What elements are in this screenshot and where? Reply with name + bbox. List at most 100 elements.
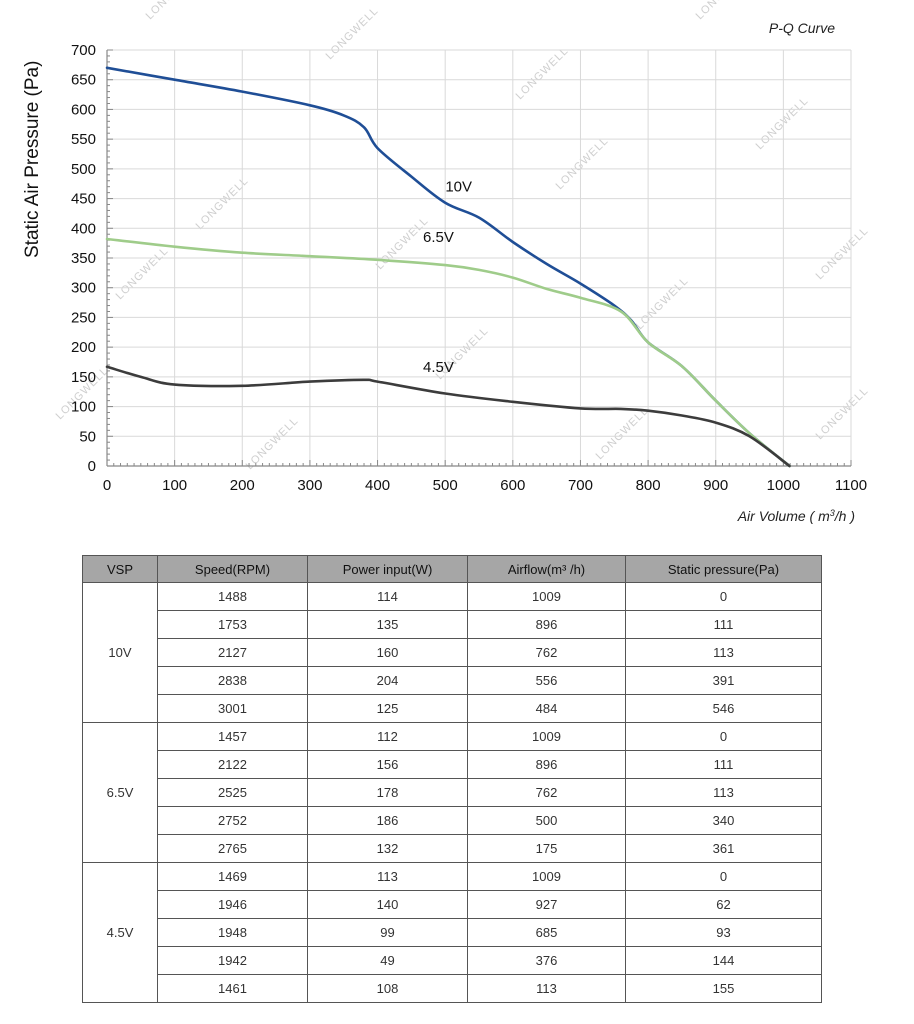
series-label-4-5V: 4.5V	[423, 359, 454, 376]
table-row: 2122 156 896 111	[83, 750, 822, 779]
table-row: 2752 186 500 340	[83, 806, 822, 835]
speed-cell: 1948	[157, 918, 308, 947]
watermark-text: LONGWELL	[694, 0, 751, 22]
y-tick-label: 450	[71, 191, 96, 208]
chart-axes	[106, 49, 852, 467]
static-pressure-cell: 0	[625, 582, 822, 611]
series-line-6-5V	[105, 237, 791, 468]
y-tick-label: 650	[71, 72, 96, 89]
airflow-cell: 1009	[467, 582, 626, 611]
power-cell: 178	[307, 778, 468, 807]
speed-cell: 2752	[157, 806, 308, 835]
airflow-cell: 896	[467, 610, 626, 639]
x-tick-label: 0	[103, 477, 111, 494]
power-cell: 135	[307, 610, 468, 639]
speed-cell: 1488	[157, 582, 308, 611]
airflow-cell: 762	[467, 778, 626, 807]
x-tick-label: 100	[162, 477, 187, 494]
x-tick-label: 300	[297, 477, 322, 494]
table-row: 1753 135 896 111	[83, 610, 822, 639]
x-tick-label: 500	[433, 477, 458, 494]
power-cell: 113	[307, 862, 468, 891]
power-cell: 108	[307, 974, 468, 1003]
table-row: 2525 178 762 113	[83, 778, 822, 807]
airflow-cell: 500	[467, 806, 626, 835]
power-cell: 112	[307, 722, 468, 751]
speed-cell: 3001	[157, 694, 308, 723]
table-row: 1948 99 685 93	[83, 918, 822, 947]
table-row: 1946 140 927 62	[83, 890, 822, 919]
series-labels: 10V 6.5V 4.5V	[423, 178, 472, 376]
y-tick-label: 700	[71, 42, 96, 59]
static-pressure-cell: 155	[625, 974, 822, 1003]
speed-cell: 1946	[157, 890, 308, 919]
static-pressure-cell: 113	[625, 778, 822, 807]
airflow-cell: 484	[467, 694, 626, 723]
static-pressure-cell: 340	[625, 806, 822, 835]
airflow-cell: 1009	[467, 722, 626, 751]
table-row: 1461 108 113 155	[83, 974, 822, 1003]
header-static-pressure: Static pressure(Pa)	[625, 555, 822, 583]
table-row: 10V 1488 114 1009 0	[82, 582, 822, 723]
header-speed: Speed(RPM)	[157, 555, 308, 583]
x-tick-label: 1100	[835, 477, 867, 494]
watermark-text: LONGWELL	[594, 405, 651, 462]
x-tick-label: 600	[500, 477, 525, 494]
watermark-text: LONGWELL	[114, 245, 171, 302]
x-tick-label: 900	[703, 477, 728, 494]
series-lines	[105, 66, 791, 468]
static-pressure-cell: 391	[625, 666, 822, 695]
chart-title: P-Q Curve	[769, 20, 835, 36]
static-pressure-cell: 0	[625, 722, 822, 751]
x-tick-label: 400	[365, 477, 390, 494]
static-pressure-cell: 144	[625, 946, 822, 975]
watermark-text: LONGWELL	[514, 45, 571, 102]
speed-cell: 2525	[157, 778, 308, 807]
static-pressure-cell: 111	[625, 610, 822, 639]
watermark-text: LONGWELL	[634, 275, 691, 332]
power-cell: 204	[307, 666, 468, 695]
series-label-10V: 10V	[445, 178, 472, 195]
chart-grid	[106, 49, 852, 467]
speed-cell: 1753	[157, 610, 308, 639]
static-pressure-cell: 62	[625, 890, 822, 919]
speed-cell: 1942	[157, 946, 308, 975]
power-cell: 132	[307, 834, 468, 863]
table-row: 2127 160 762 113	[83, 638, 822, 667]
airflow-cell: 175	[467, 834, 626, 863]
airflow-cell: 1009	[467, 862, 626, 891]
y-tick-label: 250	[71, 309, 96, 326]
table-row: 6.5V 1457 112 1009 0	[82, 722, 822, 863]
table-row: 1942 49 376 144	[83, 946, 822, 975]
watermark-text: LONGWELL	[814, 225, 871, 282]
table-row: 4.5V 1469 113 1009 0	[82, 862, 822, 1003]
x-tick-label: 200	[230, 477, 255, 494]
y-axis-label: Static Air Pressure (Pa)	[22, 61, 43, 258]
watermark-text: LONGWELL	[554, 135, 611, 192]
airflow-cell: 376	[467, 946, 626, 975]
y-tick-label: 300	[71, 280, 96, 297]
speed-cell: 2765	[157, 834, 308, 863]
y-tick-label: 550	[71, 131, 96, 148]
y-tick-label: 0	[88, 458, 96, 475]
y-tick-label: 200	[71, 339, 96, 356]
speed-cell: 1469	[157, 862, 308, 891]
static-pressure-cell: 93	[625, 918, 822, 947]
series-line-4-5V	[105, 365, 791, 468]
static-pressure-cell: 0	[625, 862, 822, 891]
spec-table: VSP Speed(RPM) Power input(W) Airflow(m³…	[82, 555, 822, 1003]
watermark-text: LONGWELL	[144, 0, 201, 22]
airflow-cell: 896	[467, 750, 626, 779]
series-label-6-5V: 6.5V	[423, 229, 454, 246]
speed-cell: 2838	[157, 666, 308, 695]
table-row: 2765 132 175 361	[83, 834, 822, 863]
watermark-layer: LONGWELL LONGWELL LONGWELL LONGWELL LONGWELL…	[54, 0, 871, 472]
static-pressure-cell: 111	[625, 750, 822, 779]
speed-cell: 1457	[157, 722, 308, 751]
static-pressure-cell: 546	[625, 694, 822, 723]
airflow-cell: 556	[467, 666, 626, 695]
vsp-cell: 10V	[82, 582, 158, 723]
watermark-text: LONGWELL	[324, 5, 381, 62]
header-vsp: VSP	[82, 555, 158, 583]
watermark-text: LONGWELL	[244, 415, 301, 472]
